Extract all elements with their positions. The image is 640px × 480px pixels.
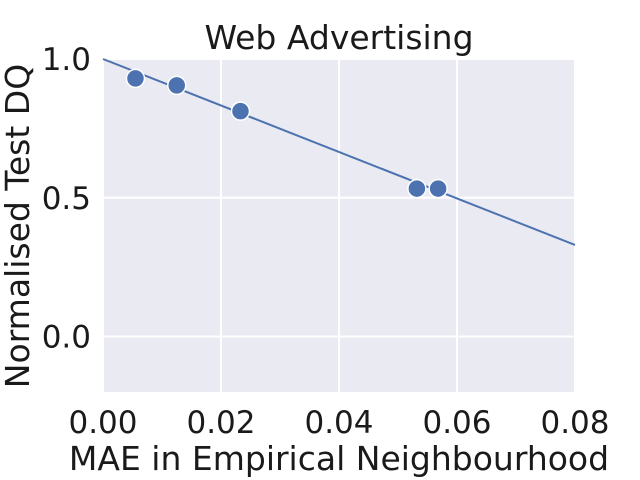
x-tick-label: 0.02: [186, 405, 255, 441]
y-tick-label: 1.0: [42, 42, 91, 78]
x-tick-label: 0.04: [304, 405, 373, 441]
y-tick-labels: 0.0 0.5 1.0: [42, 42, 91, 356]
y-tick-label: 0.5: [42, 181, 91, 217]
data-marks: [102, 58, 576, 246]
grid: [102, 58, 576, 392]
chart-title: Web Advertising: [204, 18, 473, 57]
x-tick-label: 0.08: [540, 405, 609, 441]
y-axis-label: Normalised Test DQ: [0, 64, 37, 388]
scatter-point: [230, 101, 251, 121]
x-tick-label: 0.06: [422, 405, 491, 441]
y-tick-label: 0.0: [42, 320, 91, 356]
x-tick-label: 0.00: [68, 405, 137, 441]
scatter-point: [167, 75, 187, 96]
scatter-point: [428, 178, 448, 199]
x-axis-label: MAE in Empirical Neighbourhood: [69, 439, 609, 478]
scatter-point: [407, 178, 427, 199]
scatter-point: [125, 68, 146, 89]
x-tick-labels: 0.00 0.02 0.04 0.06 0.08: [68, 405, 609, 441]
